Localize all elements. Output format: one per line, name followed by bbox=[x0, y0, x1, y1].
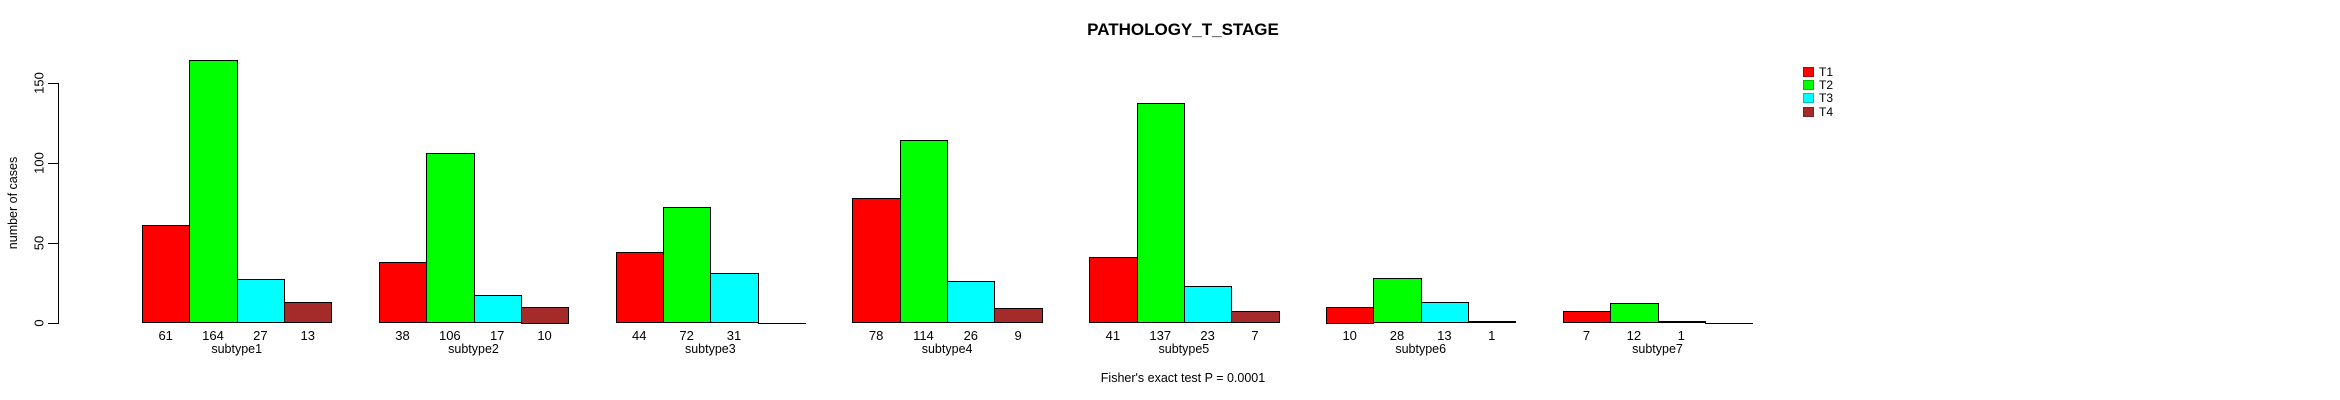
category-label-subtype1: subtype1 bbox=[211, 342, 263, 356]
bar-subtype2-T2 bbox=[426, 152, 475, 324]
legend: T1 T2 T3 T4 bbox=[1803, 65, 1833, 118]
bar-subtype6-T1 bbox=[1326, 306, 1375, 324]
legend-label-T3: T3 bbox=[1819, 91, 1834, 106]
category-label-subtype6: subtype6 bbox=[1395, 342, 1447, 356]
bar-value-label-subtype1-T2: 164 bbox=[202, 327, 224, 343]
legend-swatch-T4 bbox=[1803, 106, 1814, 117]
bar-subtype3-T2 bbox=[662, 207, 712, 324]
bar-zero-subtype7-T4 bbox=[1704, 322, 1754, 324]
bar-value-label-subtype2-T3: 17 bbox=[489, 327, 505, 343]
bar-subtype7-T3 bbox=[1657, 320, 1706, 324]
bar-subtype6-T4 bbox=[1468, 320, 1517, 324]
legend-item-T3: T3 bbox=[1803, 92, 1833, 105]
bar-value-label-subtype4-T4: 9 bbox=[1014, 327, 1022, 343]
category-label-subtype5: subtype5 bbox=[1158, 342, 1210, 356]
y-tick-label: 150 bbox=[31, 72, 47, 94]
legend-swatch-T3 bbox=[1803, 93, 1814, 104]
bar-value-label-subtype5-T4: 7 bbox=[1251, 327, 1259, 343]
bar-value-label-subtype3-T3: 31 bbox=[726, 327, 742, 343]
category-label-subtype4: subtype4 bbox=[921, 342, 973, 356]
bar-subtype6-T3 bbox=[1420, 301, 1470, 324]
bar-value-label-subtype3-T2: 72 bbox=[679, 327, 694, 343]
bar-value-label-subtype3-T1: 44 bbox=[632, 327, 647, 343]
bar-subtype2-T4 bbox=[520, 306, 570, 324]
bar-value-label-subtype2-T1: 38 bbox=[395, 327, 410, 343]
bar-value-label-subtype1-T4: 13 bbox=[300, 327, 315, 343]
bar-subtype5-T1 bbox=[1089, 256, 1138, 324]
bar-subtype2-T3 bbox=[473, 295, 522, 324]
y-axis-label: number of cases bbox=[6, 156, 20, 250]
bar-zero-subtype3-T4 bbox=[757, 322, 807, 324]
legend-label-T1: T1 bbox=[1819, 64, 1834, 79]
bar-value-label-subtype5-T1: 41 bbox=[1105, 327, 1121, 343]
stat-note: Fisher's exact test P = 0.0001 bbox=[1100, 371, 1266, 385]
y-tick-mark bbox=[48, 322, 58, 324]
y-tick-label: 0 bbox=[31, 319, 47, 327]
bar-value-label-subtype5-T3: 23 bbox=[1200, 327, 1215, 343]
y-tick-mark bbox=[48, 162, 58, 164]
chart-title: PATHOLOGY_T_STAGE bbox=[1087, 20, 1279, 39]
bar-value-label-subtype2-T2: 106 bbox=[438, 327, 461, 343]
y-tick-mark bbox=[48, 242, 58, 244]
bar-value-label-subtype1-T3: 27 bbox=[253, 327, 268, 343]
bar-value-label-subtype6-T1: 10 bbox=[1342, 327, 1357, 343]
bar-subtype4-T2 bbox=[899, 140, 949, 324]
bar-subtype1-T1 bbox=[142, 224, 191, 324]
legend-item-T4: T4 bbox=[1803, 105, 1833, 118]
bar-subtype4-T3 bbox=[947, 280, 996, 324]
legend-swatch-T2 bbox=[1803, 79, 1814, 90]
bar-value-label-subtype6-T4: 1 bbox=[1488, 327, 1496, 343]
bar-subtype7-T1 bbox=[1562, 311, 1612, 324]
y-tick-label: 100 bbox=[31, 152, 47, 174]
legend-swatch-T1 bbox=[1803, 66, 1814, 77]
bar-value-label-subtype5-T2: 137 bbox=[1149, 327, 1172, 343]
bar-subtype1-T4 bbox=[284, 301, 333, 324]
bar-value-label-subtype7-T2: 12 bbox=[1626, 327, 1642, 343]
legend-label-T2: T2 bbox=[1819, 77, 1834, 92]
y-axis-line bbox=[57, 82, 59, 324]
bar-subtype3-T1 bbox=[615, 252, 664, 324]
bar-value-label-subtype2-T4: 10 bbox=[537, 327, 552, 343]
legend-label-T4: T4 bbox=[1819, 104, 1834, 119]
bar-subtype7-T2 bbox=[1610, 303, 1659, 324]
bar-subtype6-T2 bbox=[1373, 277, 1422, 324]
bar-value-label-subtype7-T1: 7 bbox=[1582, 327, 1591, 343]
bar-subtype4-T1 bbox=[852, 197, 901, 324]
bar-subtype5-T2 bbox=[1136, 103, 1185, 324]
category-label-subtype3: subtype3 bbox=[684, 342, 736, 356]
bar-value-label-subtype1-T1: 61 bbox=[158, 327, 173, 343]
legend-item-T1: T1 bbox=[1803, 65, 1833, 78]
bar-value-label-subtype6-T3: 13 bbox=[1437, 327, 1452, 343]
bar-subtype1-T2 bbox=[189, 60, 238, 324]
legend-item-T2: T2 bbox=[1803, 78, 1833, 91]
y-tick-mark bbox=[48, 82, 58, 84]
bar-subtype1-T3 bbox=[236, 279, 286, 324]
bar-value-label-subtype4-T2: 114 bbox=[913, 327, 934, 343]
bar-value-label-subtype4-T3: 26 bbox=[963, 327, 979, 343]
bar-subtype2-T1 bbox=[378, 261, 428, 324]
bar-value-label-subtype7-T3: 1 bbox=[1677, 327, 1685, 343]
bar-subtype5-T3 bbox=[1183, 285, 1233, 324]
bar-subtype3-T3 bbox=[710, 272, 759, 324]
category-label-subtype2: subtype2 bbox=[448, 342, 499, 356]
y-tick-label: 50 bbox=[31, 235, 47, 251]
bar-subtype5-T4 bbox=[1231, 311, 1280, 324]
bar-value-label-subtype6-T2: 28 bbox=[1389, 327, 1405, 343]
bar-value-label-subtype4-T1: 78 bbox=[868, 327, 884, 343]
bar-subtype4-T4 bbox=[994, 308, 1043, 324]
category-label-subtype7: subtype7 bbox=[1632, 342, 1683, 356]
